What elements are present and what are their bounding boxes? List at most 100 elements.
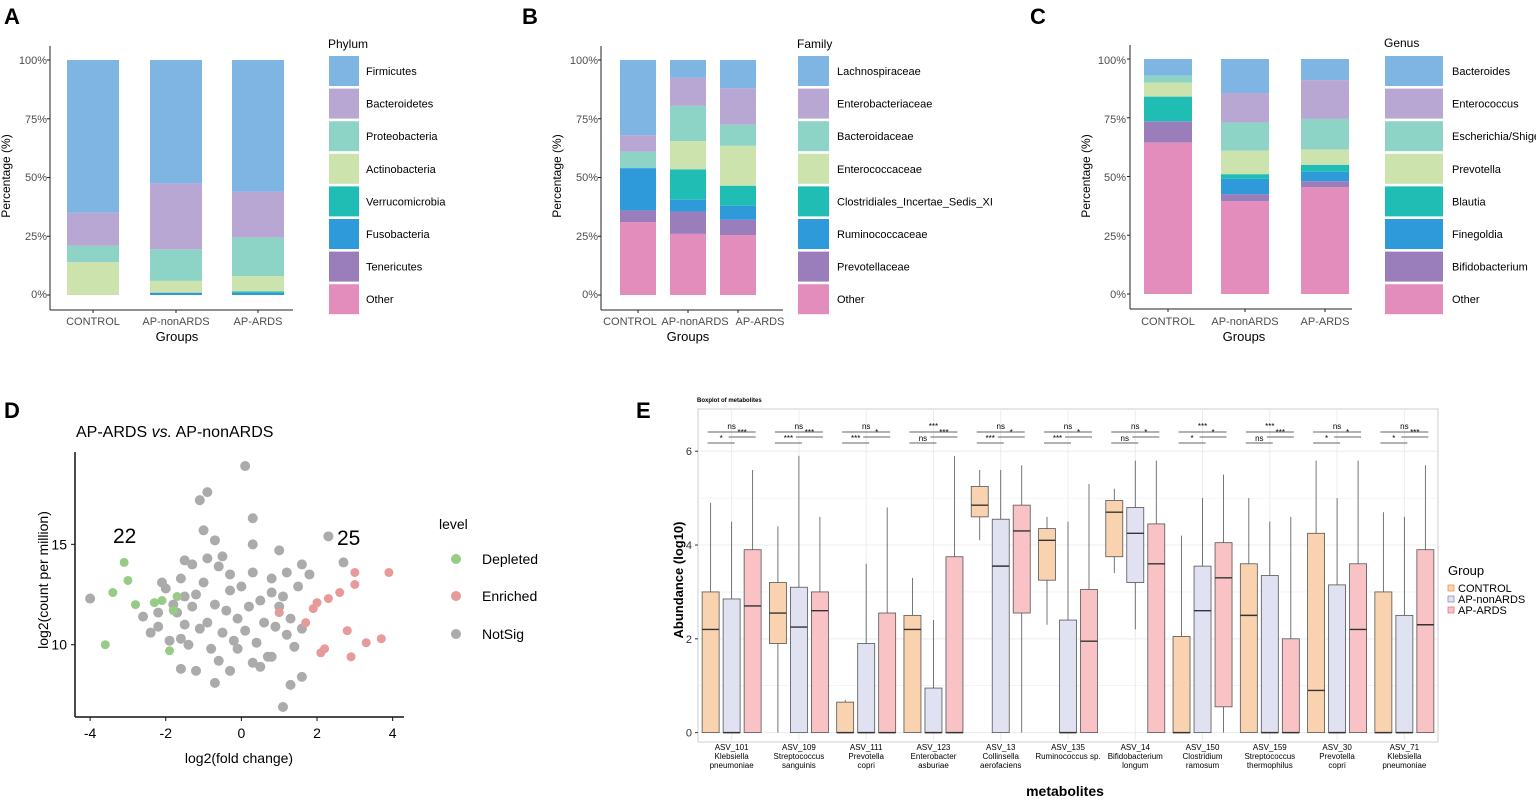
panel-b-legend-label: Prevotellaceae — [837, 262, 910, 274]
panel-a-legend-label: Actinobacteria — [366, 164, 437, 176]
panel-b-legend-swatch — [798, 121, 829, 152]
panel-d-point-notsig — [270, 621, 281, 632]
panel-a-legend-swatch — [329, 121, 359, 152]
panel-d-point-notsig — [179, 619, 190, 630]
panel-b-bar-segment — [720, 145, 756, 186]
panel-d: AP-ARDS vs. AP-nonARDS log2(count per mi… — [35, 424, 538, 766]
panel-d-legend-notsig: NotSig — [482, 626, 524, 642]
panel-d-point-notsig — [259, 617, 270, 628]
panel-d-ylabel: log2(count per million) — [35, 511, 51, 649]
panel-d-point-notsig — [85, 593, 96, 604]
panel-b-bar-segment — [720, 235, 756, 295]
panel-e-ytick-label: 4 — [686, 540, 692, 552]
panel-d-point-notsig — [209, 599, 220, 610]
panel-e-xtick-label: asburiae — [918, 761, 949, 770]
panel-letter-c: C — [1030, 4, 1046, 29]
panel-e-xlabel: metabolites — [1026, 783, 1104, 799]
panel-a-bar-segment — [232, 276, 284, 292]
panel-d-point-notsig — [266, 573, 277, 584]
panel-c-legend-label: Bacteroides — [1452, 66, 1511, 78]
panel-c-bar-segment — [1144, 82, 1192, 97]
panel-d-point-notsig — [240, 461, 251, 472]
panel-e-sig-label: *** — [1053, 434, 1062, 443]
panel-d-point-notsig — [194, 495, 205, 506]
panel-e-sig-label: ns — [795, 422, 803, 431]
panel-e-sig-label: * — [1144, 428, 1147, 437]
panel-d-point-notsig — [145, 627, 156, 638]
panel-d-xtick-label: 4 — [389, 725, 397, 741]
panel-d-point-notsig — [225, 569, 236, 580]
panel-e-title: Boxplot of metabolites — [697, 398, 762, 404]
panel-d-point-notsig — [293, 581, 304, 592]
panel-e-sig-label: * — [1346, 428, 1349, 437]
panel-e-xtick-label: ASV_71 — [1390, 743, 1420, 752]
panel-d-legend-enriched-swatch — [451, 591, 461, 601]
panel-e-sig-label: *** — [986, 434, 995, 443]
panel-e-legend-nonards: AP-nonARDS — [1458, 594, 1525, 606]
panel-d-point-notsig — [198, 525, 209, 536]
panel-c-legend-swatch — [1385, 88, 1443, 119]
panel-e-sig-label: *** — [737, 428, 746, 437]
panel-e-xtick-label: ASV_150 — [1186, 743, 1220, 752]
panel-e-box — [1328, 584, 1346, 734]
panel-b-ytick-50: 50% — [576, 172, 598, 184]
panel-e-sig-label: *** — [939, 428, 948, 437]
panel-e-sig-label: ns — [1064, 422, 1072, 431]
panel-e-xtick-label: Streptococcus — [1244, 752, 1295, 761]
panel-e-xtick-label: Prevotella — [1319, 752, 1355, 761]
panel-a-ytick-50: 50% — [25, 172, 47, 184]
panel-e-sig-label: * — [1010, 428, 1013, 437]
panel-b-bar-segment — [670, 60, 706, 78]
panel-e: Boxplot of metabolites Abundance (log10)… — [671, 398, 1525, 799]
panel-c-bar-segment — [1221, 93, 1269, 123]
panel-e-sig-label: ns — [1400, 422, 1408, 431]
panel-a-legend-title: Phylum — [328, 37, 368, 51]
panel-c-bar-segment — [1301, 149, 1349, 165]
panel-e-box — [1374, 591, 1393, 734]
panel-e-ytick-label: 6 — [686, 446, 692, 458]
panel-c: Percentage (%) Groups Genus 0% 25% 50% 7… — [1079, 36, 1419, 344]
panel-e-xtick-label: sanguinis — [782, 761, 816, 770]
panel-e-box — [1349, 563, 1367, 734]
panel-a-legend-swatch — [329, 251, 359, 282]
panel-d-point-notsig — [225, 585, 236, 596]
panel-e-sig-label: * — [720, 434, 723, 443]
panel-b: Percentage (%) Groups Family 0% 25% 50% … — [550, 37, 832, 344]
panel-d-point-notsig — [247, 567, 258, 578]
panel-e-xtick-label: ASV_109 — [782, 743, 816, 752]
panel-d-point-depleted — [123, 575, 133, 585]
panel-c-bar-segment — [1221, 59, 1269, 94]
panel-b-bar-segment — [670, 77, 706, 106]
panel-b-legend-swatch — [798, 186, 829, 217]
panel-d-point-notsig — [285, 679, 296, 690]
panel-e-box — [924, 687, 943, 734]
panel-c-bar-segment — [1301, 59, 1349, 81]
panel-b-bar-segment — [720, 219, 756, 236]
panel-d-point-enriched — [346, 652, 356, 662]
panel-a-legend-swatch — [329, 56, 359, 86]
panel-e-legend-title: Group — [1448, 563, 1484, 578]
panel-e-sig-label: ns — [1255, 434, 1263, 443]
panel-a-legend-label: Verrucomicrobia — [366, 196, 446, 208]
panel-b-bar-segment — [670, 141, 706, 170]
panel-e-sig-label: ns — [919, 434, 927, 443]
panel-e-sig-label: * — [1392, 434, 1395, 443]
panel-e-box — [722, 598, 741, 734]
panel-c-ytick-100: 100% — [1098, 55, 1126, 67]
panel-a-bar-segment — [232, 191, 284, 238]
panel-b-bar-segment — [670, 233, 706, 295]
panel-c-bar-segment — [1221, 194, 1269, 202]
panel-c-legend-title: Genus — [1384, 36, 1419, 50]
panel-e-sig-label: ns — [1121, 434, 1129, 443]
panel-e-xtick-label: ASV_101 — [715, 743, 749, 752]
panel-d-point-notsig — [232, 643, 243, 654]
panel-a-bar-segment — [150, 280, 202, 293]
panel-d-xtick-label: 0 — [237, 725, 245, 741]
panel-e-xtick-label: ASV_123 — [917, 743, 951, 752]
panel-d-point-notsig — [164, 635, 175, 646]
panel-e-xtick-label: aerofaciens — [980, 761, 1021, 770]
panel-a-bar-segment — [150, 183, 202, 250]
panel-e-box — [1038, 528, 1056, 581]
panel-a-bar-segment — [232, 292, 284, 295]
panel-b-legend-label: Bacteroidaceae — [837, 131, 913, 143]
